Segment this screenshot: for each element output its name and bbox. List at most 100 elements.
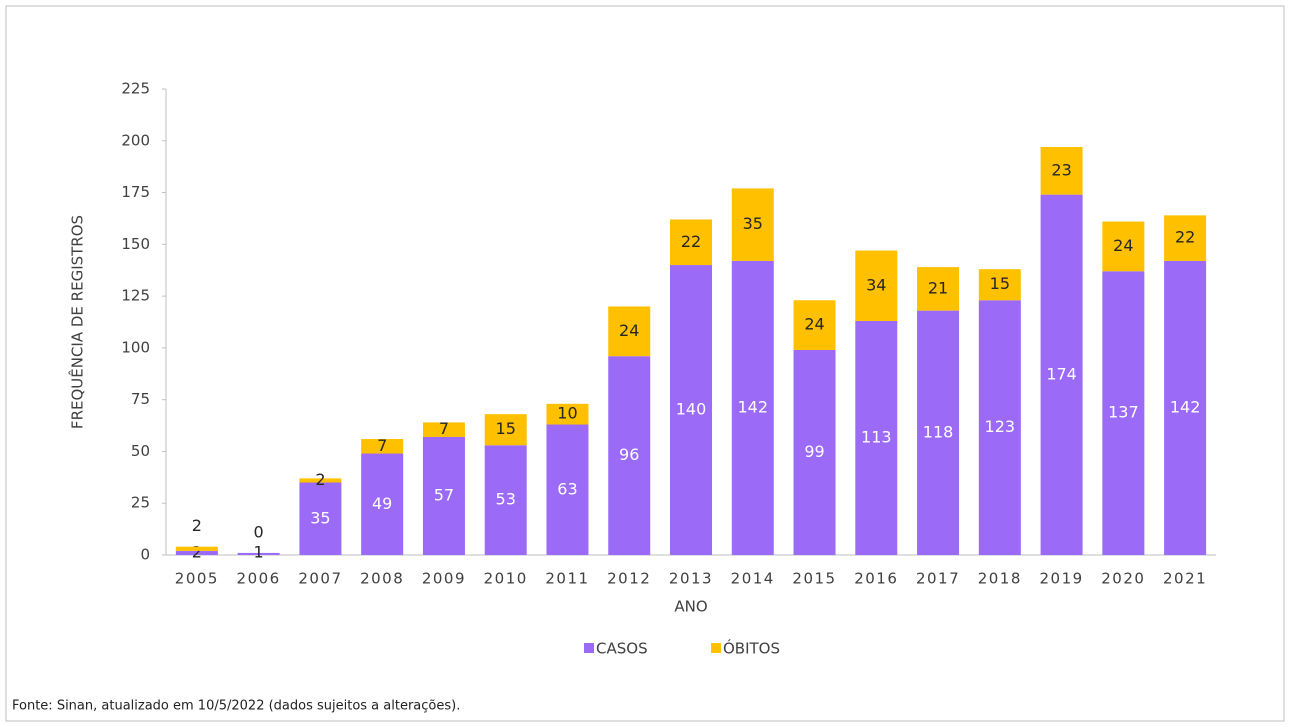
x-tick-label: 2008: [360, 570, 404, 588]
legend-swatch: [584, 643, 594, 653]
bar-segment: [608, 356, 651, 555]
x-tick-label: 2016: [854, 570, 898, 588]
x-axis-title: ANO: [674, 598, 707, 616]
bar-segment: [855, 320, 898, 555]
frame: [5, 5, 1285, 722]
y-tick-label: 200: [121, 131, 150, 149]
bar-segment: [978, 269, 1021, 301]
x-tick-label: 2015: [792, 570, 836, 588]
data-label: 53: [496, 490, 516, 509]
bar-segment: [1164, 260, 1207, 555]
bar-segment: [175, 546, 218, 551]
x-tick-label: 2018: [978, 570, 1022, 588]
bar-segment: [546, 424, 589, 555]
bar-segment: [1040, 194, 1083, 556]
x-tick-label: 2011: [545, 570, 589, 588]
y-tick-label: 50: [131, 442, 150, 460]
bar-segment: [1040, 146, 1083, 195]
data-label: 2: [192, 516, 202, 535]
data-label: 23: [1051, 160, 1071, 179]
bar-segment: [793, 300, 836, 350]
bar-segment: [793, 349, 836, 555]
data-label: 15: [990, 274, 1010, 293]
bar-segment: [1164, 215, 1207, 261]
bar-segment: [978, 300, 1021, 555]
data-label: 142: [737, 397, 768, 416]
data-label: 2: [315, 470, 325, 489]
bar-segment: [608, 306, 651, 357]
bar-segment: [237, 552, 280, 555]
data-label: 1: [254, 543, 264, 562]
bar-segment: [1102, 271, 1145, 555]
source-note: Fonte: Sinan, atualizado em 10/5/2022 (d…: [12, 699, 460, 714]
x-tick-label: 2021: [1163, 570, 1207, 588]
data-label: 49: [372, 494, 392, 513]
data-label: 113: [861, 427, 892, 446]
y-tick-label: 175: [121, 183, 150, 201]
data-label: 35: [743, 214, 763, 233]
data-label: 96: [619, 445, 639, 464]
x-tick-label: 2007: [298, 570, 342, 588]
y-tick-label: 0: [140, 546, 150, 564]
bar-segment: [484, 445, 527, 555]
x-tick-label: 2005: [175, 570, 219, 588]
y-tick-label: 100: [121, 338, 150, 356]
y-tick-label: 225: [121, 80, 150, 98]
bar-segment: [670, 265, 712, 555]
data-label: 35: [310, 508, 330, 527]
bar-segment: [731, 188, 774, 261]
bar-segment: [546, 403, 589, 425]
x-tick-label: 2012: [607, 570, 651, 588]
bar-segment: [917, 310, 960, 555]
data-label: 140: [676, 400, 707, 419]
data-label: 0: [254, 522, 264, 541]
data-label: 10: [557, 404, 577, 423]
data-label: 174: [1046, 364, 1077, 383]
x-tick-label: 2006: [237, 570, 281, 588]
bar-segment: [1102, 221, 1145, 272]
y-tick-label: 75: [131, 390, 150, 408]
bar-segment: [422, 436, 465, 555]
data-label: 24: [619, 321, 639, 340]
data-label: 142: [1170, 397, 1201, 416]
bar-segment: [175, 550, 218, 555]
bar-segment: [670, 219, 712, 266]
legend-label: CASOS: [596, 640, 648, 658]
y-tick-label: 25: [131, 494, 150, 512]
bar-segment: [299, 482, 342, 555]
data-label: 137: [1108, 403, 1139, 422]
data-label: 57: [434, 485, 454, 504]
x-tick-label: 2019: [1039, 570, 1083, 588]
bar-segment: [361, 439, 404, 454]
legend-label: ÓBITOS: [723, 639, 780, 658]
bar-segment: [299, 478, 342, 483]
data-label: 24: [1113, 236, 1133, 255]
bar-segment: [422, 422, 465, 437]
x-tick-label: 2020: [1101, 570, 1145, 588]
x-tick-label: 2013: [669, 570, 713, 588]
bar-segment: [361, 453, 404, 555]
data-label: 2: [192, 543, 202, 562]
data-label: 21: [928, 278, 948, 297]
x-tick-label: 2014: [731, 570, 775, 588]
bar-segment: [484, 414, 527, 446]
legend-swatch: [711, 643, 721, 653]
y-axis-title: FREQUÊNCIA DE REGISTROS: [68, 215, 87, 429]
x-tick-label: 2009: [422, 570, 466, 588]
x-tick-label: 2010: [484, 570, 528, 588]
data-label: 118: [923, 422, 954, 441]
y-tick-label: 125: [121, 287, 150, 305]
data-label: 22: [681, 232, 701, 251]
bar-segment: [855, 250, 898, 321]
data-label: 34: [866, 275, 886, 294]
data-label: 15: [496, 419, 516, 438]
bar-segment: [917, 267, 960, 311]
data-label: 7: [377, 436, 387, 455]
data-label: 63: [557, 479, 577, 498]
data-label: 7: [439, 419, 449, 438]
data-label: 22: [1175, 228, 1195, 247]
data-label: 24: [804, 315, 824, 334]
y-tick-label: 150: [121, 235, 150, 253]
data-label: 123: [985, 417, 1016, 436]
